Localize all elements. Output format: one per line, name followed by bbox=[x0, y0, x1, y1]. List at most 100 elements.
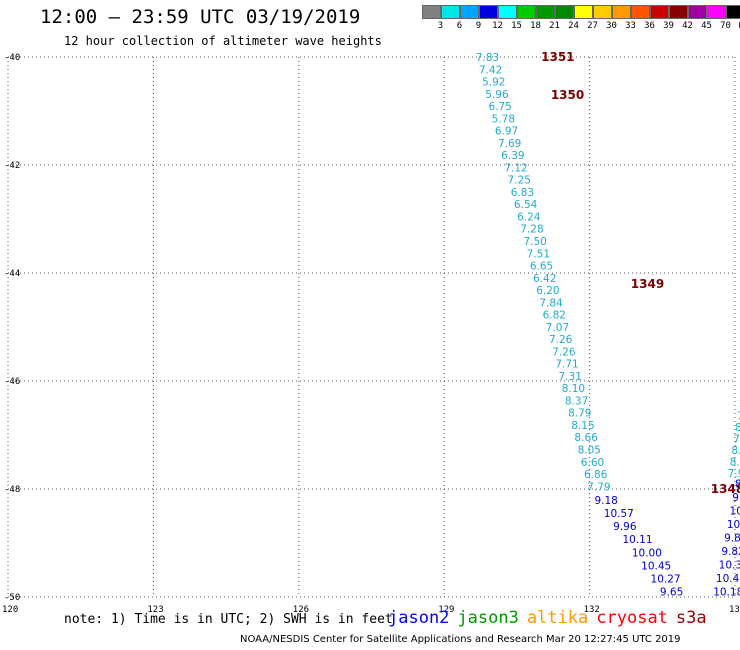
wave-height-tracks: 7.837.425.925.966.755.786.977.696.397.12… bbox=[476, 52, 740, 599]
satellite-name: cryosat bbox=[596, 608, 668, 628]
swh-value-label: 7.26 bbox=[549, 334, 573, 346]
swh-value-label: 8.61 bbox=[731, 445, 740, 457]
swh-value-label: 8.05 bbox=[578, 445, 601, 457]
lon-tick-label: 123 bbox=[147, 605, 163, 615]
legend-label: 33 bbox=[625, 21, 636, 31]
swh-value-label: 8.72 bbox=[735, 479, 740, 491]
legend-label: 18 bbox=[530, 21, 541, 31]
swh-value-label: 7.77 bbox=[733, 433, 740, 445]
legend-label: 12 bbox=[492, 21, 503, 31]
swh-value-label: 8.17 bbox=[735, 422, 740, 434]
legend-swatch bbox=[536, 5, 555, 19]
swh-value-label: 7.31 bbox=[559, 371, 582, 383]
swh-value-label: 9.65 bbox=[660, 587, 683, 599]
swh-value-label: 6.86 bbox=[584, 469, 608, 481]
swh-value-label: 10.09 bbox=[727, 519, 740, 531]
legend-swatch bbox=[422, 5, 441, 19]
swh-value-label: 7.84 bbox=[539, 297, 563, 309]
swh-value-label: 7.42 bbox=[479, 64, 502, 76]
lat-tick-label: -48 bbox=[4, 485, 20, 495]
legend-swatch bbox=[688, 5, 707, 19]
swh-value-label: 7.25 bbox=[508, 175, 531, 187]
swh-value-label: 7.54 bbox=[739, 399, 740, 411]
map-subtitle: 12 hour collection of altimeter wave hei… bbox=[64, 34, 382, 48]
swh-value-label: 10.42 bbox=[716, 573, 740, 585]
swh-value-label: 7.50 bbox=[523, 236, 546, 248]
swh-value-label: 10.00 bbox=[632, 547, 662, 559]
legend-label: 15 bbox=[511, 21, 522, 31]
pass-number: 1350 bbox=[551, 88, 584, 102]
legend-label: 21 bbox=[549, 21, 560, 31]
satellite-name: jason2 bbox=[388, 608, 450, 628]
satellite-legend: jason2 jason3 altika cryosat s3a bbox=[388, 608, 715, 628]
swh-value-label: 10.27 bbox=[651, 573, 681, 585]
swh-value-label: 7.99 bbox=[737, 411, 740, 423]
swh-value-label: 6.54 bbox=[514, 199, 538, 211]
lon-tick-label: 126 bbox=[293, 605, 309, 615]
swh-value-label: 10.16 bbox=[730, 506, 740, 518]
legend-label: 36 bbox=[644, 21, 655, 31]
satellite-name: s3a bbox=[675, 608, 707, 628]
swh-value-label: 7.26 bbox=[552, 346, 576, 358]
footer-credit: NOAA/NESDIS Center for Satellite Applica… bbox=[240, 634, 681, 645]
swh-value-label: 5.78 bbox=[492, 113, 515, 125]
map-axes: -40 -42 -44 -46 -48 -50 120 123 126 129 132 135 bbox=[2, 53, 740, 615]
legend-swatch bbox=[479, 5, 498, 19]
lat-tick-label: -44 bbox=[4, 269, 20, 279]
swh-value-label: 10.39 bbox=[719, 560, 740, 572]
swh-value-label: 6.20 bbox=[536, 285, 559, 297]
pass-number: 1348 bbox=[711, 482, 740, 496]
legend-label: 42 bbox=[682, 21, 693, 31]
swh-value-label: 6.83 bbox=[511, 187, 534, 199]
swh-value-label: 7.51 bbox=[527, 248, 550, 260]
legend-swatch bbox=[555, 5, 574, 19]
swh-value-label: 7.28 bbox=[520, 224, 543, 236]
swh-value-label: 8.66 bbox=[574, 432, 598, 444]
swh-value-label: 9.96 bbox=[613, 521, 637, 533]
lon-tick-label: 132 bbox=[584, 605, 600, 615]
pass-number: 1349 bbox=[631, 277, 664, 291]
swh-value-label: 6.39 bbox=[501, 150, 524, 162]
lat-tick-label: -42 bbox=[4, 161, 20, 171]
color-scale-legend bbox=[422, 5, 740, 19]
swh-value-label: 6.24 bbox=[517, 211, 541, 223]
legend-swatch bbox=[460, 5, 479, 19]
swh-value-label: 7.83 bbox=[476, 52, 499, 64]
swh-value-label: 10.18 bbox=[713, 587, 740, 599]
swh-value-label: 9.48 bbox=[732, 492, 740, 504]
lon-tick-label: 129 bbox=[438, 605, 454, 615]
swh-value-label: 7.71 bbox=[555, 359, 578, 371]
lat-tick-label: -40 bbox=[4, 53, 20, 63]
swh-value-label: 6.75 bbox=[488, 101, 511, 113]
legend-swatch bbox=[574, 5, 593, 19]
legend-swatch bbox=[669, 5, 688, 19]
map-title: 12:00 — 23:59 UTC 03/19/2019 bbox=[40, 6, 361, 28]
satellite-name: jason3 bbox=[457, 608, 519, 628]
swh-value-label: 8.37 bbox=[565, 395, 588, 407]
swh-value-label: 10.45 bbox=[641, 560, 671, 572]
legend-swatch bbox=[517, 5, 536, 19]
legend-label: 27 bbox=[587, 21, 598, 31]
swh-value-label: 7.07 bbox=[546, 322, 569, 334]
legend-swatch bbox=[650, 5, 669, 19]
legend-swatch bbox=[441, 5, 460, 19]
swh-value-label: 6.97 bbox=[495, 126, 518, 138]
swh-value-label: 5.92 bbox=[482, 77, 505, 89]
pass-number-labels: 1351 1350 1349 1348 bbox=[541, 50, 740, 496]
legend-spacer bbox=[422, 21, 431, 31]
swh-value-label: 6.42 bbox=[533, 273, 556, 285]
legend-swatch bbox=[726, 5, 740, 19]
swh-value-label: 6.65 bbox=[530, 261, 553, 273]
swh-value-label: 7.92 bbox=[728, 468, 740, 480]
legend-swatch bbox=[631, 5, 650, 19]
legend-label: 39 bbox=[663, 21, 674, 31]
legend-label: 70 bbox=[720, 21, 731, 31]
swh-value-label: 10.11 bbox=[622, 534, 652, 546]
legend-label: 30 bbox=[606, 21, 617, 31]
footer-note: note: 1) Time is in UTC; 2) SWH is in fe… bbox=[64, 612, 393, 627]
lon-tick-label: 135 bbox=[729, 605, 740, 615]
lat-tick-label: -46 bbox=[4, 377, 20, 387]
legend-label: 9 bbox=[475, 21, 482, 31]
swh-value-label: 9.18 bbox=[594, 495, 617, 507]
